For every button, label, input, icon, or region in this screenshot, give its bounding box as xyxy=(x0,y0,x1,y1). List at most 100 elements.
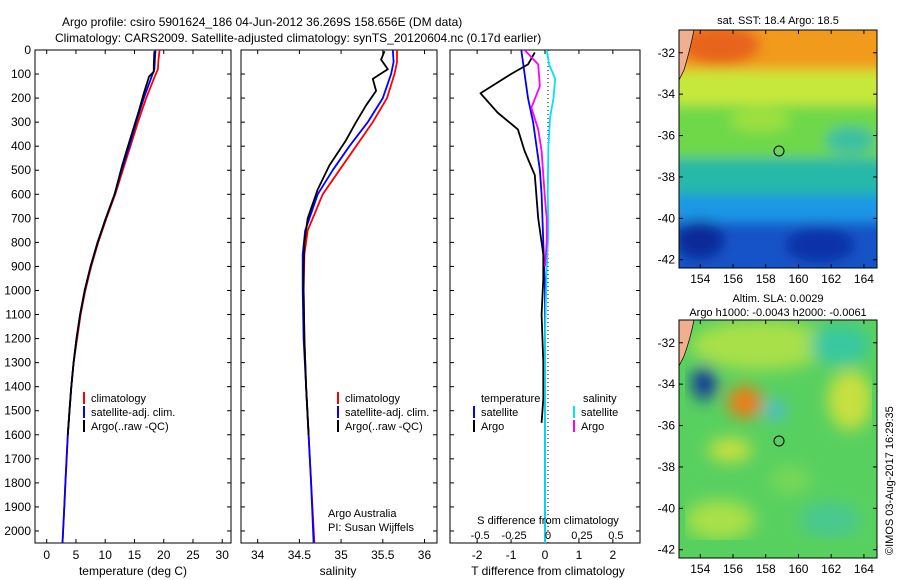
map-y-tick-label: -38 xyxy=(658,170,676,184)
x-tick-label: 25 xyxy=(186,548,200,562)
map-y-tick-label: -36 xyxy=(658,419,676,433)
map-y-tick-label: -32 xyxy=(658,46,676,60)
header-title-line1: Argo profile: csiro 5901624_186 04-Jun-2… xyxy=(62,15,462,29)
map-y-tick-label: -40 xyxy=(658,211,676,225)
legend-label-temp-satellite: satellite xyxy=(481,407,518,419)
sst-map-field xyxy=(679,30,877,268)
x-tick-label: 34.5 xyxy=(288,548,312,562)
legend-label-sal-argo: Argo xyxy=(581,421,604,433)
s-difference-label: S difference from climatology xyxy=(477,515,619,527)
sst-map-panel: sat. SST: 18.4 Argo: 18.5 154 156 158 160 16… xyxy=(658,15,878,286)
sla-map-title-line1: Altim. SLA: 0.0029 xyxy=(732,293,823,305)
salinity-x-axis: 34 34.5 35 35.5 36 xyxy=(251,50,431,562)
s-tick-label: 0.25 xyxy=(571,530,592,542)
map-x-tick-label: 164 xyxy=(854,272,874,286)
legend-label-sal-satellite: satellite xyxy=(581,407,618,419)
sst-map-frame xyxy=(678,29,878,269)
map-x-tick-label: 158 xyxy=(756,272,776,286)
s-tick-label: 0 xyxy=(545,530,551,542)
map-x-tick-label: 154 xyxy=(690,562,710,576)
map-y-tick-label: -42 xyxy=(658,253,676,267)
depth-tick-label: 1700 xyxy=(4,452,31,466)
argo-australia-annotation: Argo Australia xyxy=(328,508,397,520)
map-x-tick-label: 160 xyxy=(788,272,808,286)
series-line-temperature-argo xyxy=(479,51,545,423)
map-y-tick-label: -36 xyxy=(658,129,676,143)
depth-tick-label: 100 xyxy=(11,67,31,81)
x-tick-label: 30 xyxy=(216,548,230,562)
depth-tick-label: 900 xyxy=(11,259,31,273)
x-tick-label: 0 xyxy=(43,548,50,562)
sla-map-frame xyxy=(678,319,878,559)
sst-map-title: sat. SST: 18.4 Argo: 18.5 xyxy=(717,15,839,27)
sla-map-ticks: 154 156 158 160 162 164 -32 -34 -36 -38 -40 -42 xyxy=(658,320,877,576)
x-tick-label: 0 xyxy=(542,548,549,562)
x-tick-label: 35.5 xyxy=(371,548,395,562)
x-tick-label: 15 xyxy=(128,548,142,562)
s-difference-ticks: -0.5 -0.25 0 0.25 0.5 xyxy=(471,530,624,542)
map-x-tick-label: 164 xyxy=(854,562,874,576)
s-tick-label: -0.25 xyxy=(502,530,527,542)
x-tick-label: 35 xyxy=(334,548,348,562)
legend-label-satellite: satellite-adj. clim. xyxy=(345,407,429,419)
sla-map-title-line2: Argo h1000: -0.0043 h2000: -0.0061 xyxy=(689,307,866,319)
series-line-argo-raw-qc- xyxy=(302,50,389,435)
temperature-panel: 0100200300400500600700800900100011001200… xyxy=(4,43,232,578)
map-y-tick-label: -42 xyxy=(658,543,676,557)
depth-tick-label: 200 xyxy=(11,91,31,105)
map-x-tick-label: 158 xyxy=(756,562,776,576)
sla-map-field xyxy=(679,320,877,558)
t-difference-label: T difference from climatology xyxy=(471,564,625,578)
salinity-legend: climatology satellite-adj. clim. Argo(..… xyxy=(337,392,429,433)
depth-tick-label: 1900 xyxy=(4,500,31,514)
sst-profile-marker xyxy=(773,145,785,157)
x-tick-label: 10 xyxy=(99,548,113,562)
depth-tick-label: 1400 xyxy=(4,380,31,394)
legend-label-satellite: satellite-adj. clim. xyxy=(91,407,175,419)
depth-tick-label: 1500 xyxy=(4,404,31,418)
salinity-lines xyxy=(301,50,398,543)
legend-label-argo: Argo(..raw -QC) xyxy=(345,421,423,433)
x-tick-label: 34 xyxy=(251,548,265,562)
depth-tick-label: 1300 xyxy=(4,356,31,370)
depth-tick-label: 400 xyxy=(11,139,31,153)
series-line-salinity-satellite xyxy=(544,50,557,543)
salinity-axes-frame xyxy=(240,49,438,544)
depth-tick-label: 1000 xyxy=(4,283,31,297)
x-tick-label: -2 xyxy=(472,548,483,562)
map-x-tick-label: 156 xyxy=(723,272,743,286)
sla-profile-marker xyxy=(773,435,785,447)
legend-header-temperature: temperature xyxy=(481,393,540,405)
x-tick-label: 5 xyxy=(73,548,80,562)
depth-tick-label: 1100 xyxy=(5,308,31,322)
x-tick-label: 20 xyxy=(157,548,171,562)
legend-header-salinity: salinity xyxy=(583,393,617,405)
difference-depth-ticks xyxy=(450,49,640,532)
map-y-tick-label: -40 xyxy=(658,501,676,515)
difference-legend: temperature satellite Argo salinity sate… xyxy=(473,393,618,433)
depth-tick-label: 0 xyxy=(24,43,31,57)
legend-label-argo: Argo(..raw -QC) xyxy=(91,421,169,433)
s-tick-label: 0.5 xyxy=(608,530,623,542)
depth-tick-label: 600 xyxy=(11,187,31,201)
difference-lines xyxy=(479,50,557,543)
imos-stamp: ©IMOS 03-Aug-2017 16:29:35 xyxy=(884,406,896,555)
sst-map-ticks: 154 156 158 160 162 164 -32 -34 -36 -38 -40 -42 xyxy=(658,30,877,286)
map-x-tick-label: 162 xyxy=(821,272,841,286)
x-tick-label: 1 xyxy=(576,548,583,562)
difference-panel: -2 -1 0 1 2 temperature satellite Argo salin… xyxy=(449,49,641,578)
sla-map-panel: Altim. SLA: 0.0029 Argo h1000: -0.0043 h… xyxy=(658,293,878,576)
salinity-panel: 34 34.5 35 35.5 36 climatology satellite-adj… xyxy=(240,49,438,578)
x-tick-label: 36 xyxy=(418,548,432,562)
depth-tick-label: 800 xyxy=(11,235,31,249)
salinity-x-label: salinity xyxy=(320,564,357,578)
x-tick-label: 2 xyxy=(610,548,617,562)
temperature-x-label: temperature (deg C) xyxy=(79,564,187,578)
map-y-tick-label: -34 xyxy=(658,377,676,391)
s-tick-label: -0.5 xyxy=(471,530,490,542)
map-x-tick-label: 160 xyxy=(788,562,808,576)
temperature-axes-frame xyxy=(34,49,232,544)
map-y-tick-label: -34 xyxy=(658,87,676,101)
map-x-tick-label: 154 xyxy=(690,272,710,286)
